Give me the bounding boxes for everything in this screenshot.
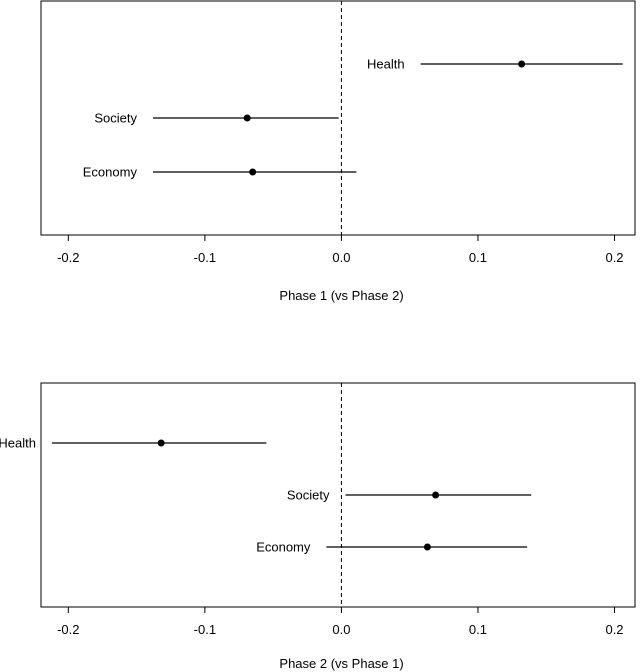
x-axis-label: Phase 2 (vs Phase 1) xyxy=(279,656,403,671)
x-tick-label: 0.2 xyxy=(605,250,623,265)
category-label-health: Health xyxy=(367,57,405,72)
x-tick-label: 0.1 xyxy=(469,250,487,265)
x-axis-label: Phase 1 (vs Phase 2) xyxy=(279,288,403,303)
category-label-society: Society xyxy=(287,488,330,503)
point-estimate-economy xyxy=(249,168,257,176)
plot-frame xyxy=(40,382,636,608)
plot-frame xyxy=(40,0,636,236)
point-estimate-society xyxy=(432,491,440,499)
category-label-society: Society xyxy=(94,111,137,126)
point-estimate-economy xyxy=(423,543,431,551)
category-label-economy: Economy xyxy=(83,165,138,180)
x-tick-label: 0.2 xyxy=(605,622,623,637)
plot-panel-2: -0.2 -0.1 0.0 0.1 0.2 Phase 2 (vs Phase 1) Hea… xyxy=(0,382,636,671)
category-label-economy: Economy xyxy=(256,540,311,555)
x-tick-label: -0.2 xyxy=(57,250,79,265)
x-tick-label: -0.1 xyxy=(194,622,216,637)
x-tick-label: -0.2 xyxy=(57,622,79,637)
x-tick-label: 0.0 xyxy=(332,250,350,265)
point-estimate-society xyxy=(243,114,251,122)
plot-panel-1: -0.2 -0.1 0.0 0.1 0.2 Phase 1 (vs Phase 2) Hea… xyxy=(40,0,636,303)
x-tick-label: 0.0 xyxy=(332,622,350,637)
point-estimate-health xyxy=(518,60,526,68)
category-label-health: Health xyxy=(0,436,36,451)
point-estimate-health xyxy=(157,439,165,447)
x-tick-label: 0.1 xyxy=(469,622,487,637)
x-tick-label: -0.1 xyxy=(194,250,216,265)
